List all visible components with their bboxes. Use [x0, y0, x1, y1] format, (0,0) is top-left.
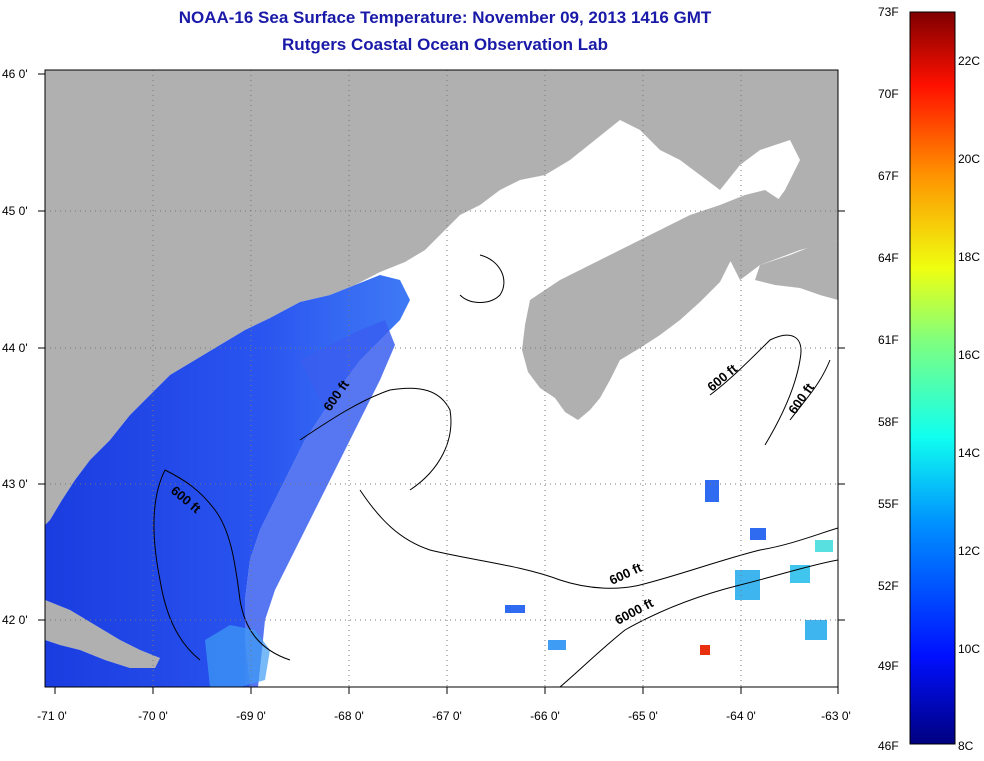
sst-patch — [815, 540, 833, 552]
fahrenheit-label: 46F — [878, 739, 899, 753]
x-tick-label: -64 0' — [726, 709, 756, 723]
celsius-label: 8C — [958, 739, 974, 753]
contour-line — [709, 334, 802, 446]
sst-patch — [790, 565, 810, 583]
cape-cod-landmass — [45, 600, 160, 668]
map-title: NOAA-16 Sea Surface Temperature: Novembe… — [178, 8, 712, 27]
map-subtitle: Rutgers Coastal Ocean Observation Lab — [282, 35, 608, 54]
sst-warm-edge — [205, 625, 270, 687]
depth-contours — [153, 254, 838, 687]
y-tick-label: 43 0' — [2, 477, 28, 491]
sst-patch — [505, 605, 525, 613]
y-tick-label: 42 0' — [2, 613, 28, 627]
y-tick-label: 45 0' — [2, 204, 28, 218]
contour-line — [639, 527, 838, 586]
colorbar-fahrenheit-labels: 73F 70F 67F 64F 61F 58F 55F 52F 49F 46F — [878, 5, 899, 753]
sst-patch — [750, 528, 766, 540]
colorbar-celsius-labels: 22C 20C 18C 16C 14C 12C 10C 8C — [958, 54, 980, 753]
x-tick-label: -70 0' — [138, 709, 168, 723]
sst-patch — [705, 480, 719, 502]
sst-patch — [805, 620, 827, 640]
celsius-label: 14C — [958, 446, 980, 460]
celsius-label: 12C — [958, 544, 980, 558]
contour-line — [164, 469, 291, 661]
x-tick-label: -71 0' — [37, 709, 67, 723]
cape-breton-landmass — [755, 240, 838, 300]
fahrenheit-label: 58F — [878, 415, 899, 429]
fahrenheit-label: 64F — [878, 251, 899, 265]
x-tick-label: -69 0' — [236, 709, 266, 723]
color-scale-bar — [909, 11, 956, 745]
y-tick-label: 46 0' — [2, 67, 28, 81]
fahrenheit-label: 61F — [878, 333, 899, 347]
celsius-label: 16C — [958, 348, 980, 362]
x-axis-labels: -71 0' -70 0' -69 0' -68 0' -67 0' -66 0… — [37, 709, 851, 723]
sst-warm-patch — [700, 645, 710, 655]
x-tick-label: -66 0' — [530, 709, 560, 723]
sst-cold-speckle — [245, 320, 395, 687]
nova-scotia-landmass — [522, 190, 780, 420]
x-tick-label: -63 0' — [821, 709, 851, 723]
y-axis-labels: 46 0' 45 0' 44 0' 43 0' 42 0' — [2, 67, 28, 627]
celsius-label: 20C — [958, 152, 980, 166]
lat-lon-grid — [45, 70, 838, 687]
celsius-label: 18C — [958, 250, 980, 264]
x-tick-label: -65 0' — [628, 709, 658, 723]
fahrenheit-label: 70F — [878, 87, 899, 101]
x-tick-label: -68 0' — [334, 709, 364, 723]
mainland-landmass — [45, 70, 838, 525]
sst-patch — [548, 640, 566, 650]
tick-marks — [38, 73, 845, 694]
contour-line — [559, 559, 838, 687]
contour-line — [789, 359, 831, 421]
celsius-label: 10C — [958, 642, 980, 656]
fahrenheit-label: 67F — [878, 169, 899, 183]
contour-line — [153, 469, 201, 661]
y-tick-label: 44 0' — [2, 341, 28, 355]
x-tick-label: -67 0' — [432, 709, 462, 723]
plot-frame — [44, 69, 839, 688]
contour-line — [359, 489, 641, 589]
contour-line — [299, 387, 452, 491]
fahrenheit-label: 55F — [878, 497, 899, 511]
fahrenheit-label: 52F — [878, 579, 899, 593]
celsius-label: 22C — [958, 54, 980, 68]
contour-line — [459, 254, 505, 303]
fahrenheit-label: 49F — [878, 659, 899, 673]
fahrenheit-label: 73F — [878, 5, 899, 19]
